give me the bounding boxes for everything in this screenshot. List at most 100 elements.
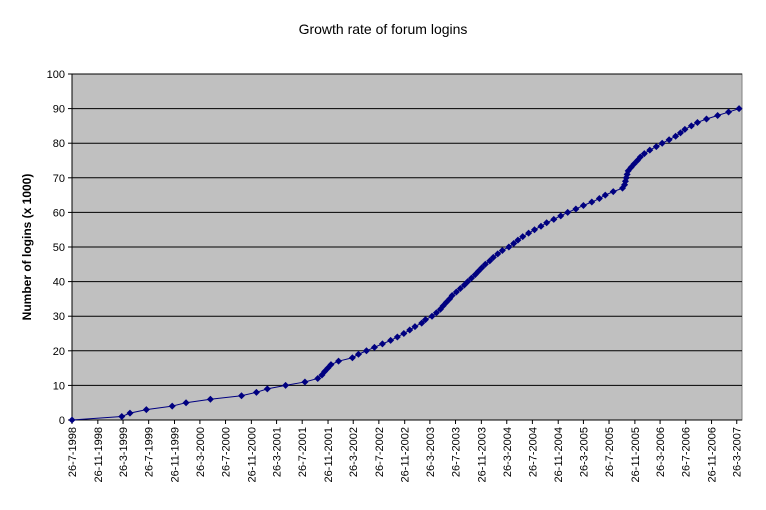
y-tick-label: 40 <box>53 277 65 289</box>
data-point <box>601 191 609 199</box>
data-point <box>557 212 565 220</box>
data-point <box>636 153 644 161</box>
data-point <box>387 336 395 344</box>
data-point <box>432 309 440 317</box>
x-tick-label: 26-11-2000 <box>246 427 258 482</box>
data-point <box>486 257 494 265</box>
data-point <box>572 205 580 213</box>
data-point <box>464 278 472 286</box>
data-point <box>665 136 673 144</box>
y-tick-label: 30 <box>53 311 65 323</box>
x-tick-label: 26-7-2003 <box>451 427 463 477</box>
data-point <box>206 395 214 403</box>
x-tick-label: 26-7-1998 <box>67 427 79 477</box>
data-point <box>525 229 533 237</box>
x-tick-label: 26-7-1999 <box>144 427 156 477</box>
data-point <box>498 246 506 254</box>
data-point <box>588 198 596 206</box>
data-point <box>448 291 456 299</box>
x-tick-label: 26-7-2006 <box>681 427 693 477</box>
data-point <box>68 416 76 424</box>
data-point <box>543 219 551 227</box>
data-point <box>168 402 176 410</box>
data-point <box>237 392 245 400</box>
data-point <box>411 323 419 331</box>
x-tick-label: 26-3-2000 <box>195 427 207 477</box>
data-point <box>456 285 464 293</box>
y-tick-label: 20 <box>53 346 65 358</box>
x-tick-label: 26-3-2003 <box>425 427 437 477</box>
data-point <box>579 201 587 209</box>
data-point <box>182 399 190 407</box>
data-point <box>481 260 489 268</box>
y-tick-label: 70 <box>53 173 65 185</box>
data-point <box>406 326 414 334</box>
data-point <box>418 319 426 327</box>
data-point <box>467 274 475 282</box>
data-point <box>714 112 722 120</box>
data-point <box>725 108 733 116</box>
x-tick-label: 26-3-2005 <box>578 427 590 477</box>
data-point <box>126 409 134 417</box>
data-point <box>550 215 558 223</box>
data-point <box>494 250 502 258</box>
x-tick-label: 26-11-2003 <box>476 427 488 482</box>
data-point <box>370 343 378 351</box>
data-point <box>335 357 343 365</box>
y-tick-label: 60 <box>53 207 65 219</box>
data-point <box>640 150 648 158</box>
data-point <box>252 388 260 396</box>
data-point <box>609 188 617 196</box>
data-point <box>681 125 689 133</box>
data-point <box>652 143 660 151</box>
x-tick-label: 26-11-2001 <box>323 427 335 482</box>
x-tick-label: 26-7-2000 <box>221 427 233 477</box>
y-tick-label: 10 <box>53 380 65 392</box>
data-point <box>421 316 429 324</box>
x-tick-label: 26-11-1999 <box>169 427 181 482</box>
x-tick-label: 26-7-2001 <box>297 427 309 477</box>
data-point <box>519 233 527 241</box>
x-tick-label: 26-7-2002 <box>374 427 386 477</box>
data-point <box>263 385 271 393</box>
data-point <box>672 132 680 140</box>
data-point <box>327 361 335 369</box>
data-point <box>693 118 701 126</box>
y-tick-label: 90 <box>53 104 65 116</box>
data-point <box>478 264 486 272</box>
y-tick-label: 80 <box>53 138 65 150</box>
y-tick-label: 50 <box>53 242 65 254</box>
data-point <box>595 195 603 203</box>
y-tick-label: 100 <box>47 69 65 81</box>
data-point <box>564 208 572 216</box>
chart-title: Growth rate of forum logins <box>299 21 468 37</box>
data-point <box>514 236 522 244</box>
data-point <box>530 226 538 234</box>
data-point <box>282 381 290 389</box>
data-point <box>658 139 666 147</box>
data-point <box>735 105 743 113</box>
data-point <box>428 312 436 320</box>
x-tick-label: 26-3-2001 <box>272 427 284 477</box>
data-point <box>489 253 497 261</box>
data-point <box>142 406 150 414</box>
data-point <box>646 146 654 154</box>
data-point <box>687 122 695 130</box>
x-tick-label: 26-11-2005 <box>630 427 642 482</box>
x-tick-label: 26-11-2004 <box>553 427 565 482</box>
x-tick-label: 26-11-2002 <box>400 427 412 482</box>
data-point <box>354 350 362 358</box>
x-tick-label: 26-11-1998 <box>93 427 105 482</box>
data-point <box>378 340 386 348</box>
x-tick-label: 26-3-2002 <box>348 427 360 477</box>
x-tick-label: 26-3-2007 <box>732 427 744 477</box>
y-axis-label: Number of logins (x 1000) <box>20 174 34 321</box>
data-point <box>676 129 684 137</box>
data-point <box>348 354 356 362</box>
data-point <box>505 243 513 251</box>
x-tick-label: 26-3-1999 <box>118 427 130 477</box>
x-tick-label: 26-3-2004 <box>502 427 514 477</box>
x-tick-label: 26-7-2005 <box>604 427 616 477</box>
x-tick-label: 26-7-2004 <box>527 427 539 477</box>
